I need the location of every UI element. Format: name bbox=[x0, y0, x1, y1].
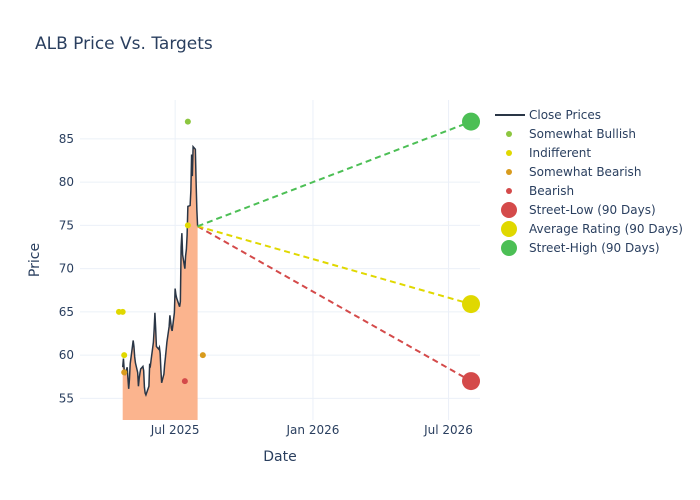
target-lines bbox=[197, 120, 472, 382]
rating-point bbox=[181, 378, 188, 385]
legend-label: Average Rating (90 Days) bbox=[529, 222, 683, 236]
y-tick-label: 75 bbox=[59, 218, 74, 232]
rating-point bbox=[184, 222, 191, 229]
legend-swatch bbox=[506, 188, 512, 194]
legend-swatch bbox=[501, 202, 517, 218]
legend-swatch bbox=[501, 240, 517, 256]
y-axis-title: Price bbox=[27, 243, 43, 277]
rating-points bbox=[115, 118, 206, 385]
line-layer bbox=[121, 144, 199, 397]
y-tick-label: 60 bbox=[59, 348, 74, 362]
rating-point bbox=[121, 352, 128, 359]
rating-point bbox=[119, 308, 126, 315]
legend: Close Prices Somewhat Bullish Indifferent S… bbox=[495, 108, 683, 256]
legend-label: Somewhat Bearish bbox=[529, 165, 641, 179]
y-tick-label: 65 bbox=[59, 305, 74, 319]
y-ticks: 55 60 65 70 75 80 85 bbox=[59, 132, 74, 405]
chart-title: ALB Price Vs. Targets bbox=[35, 34, 213, 54]
y-tick-label: 55 bbox=[59, 391, 74, 405]
x-tick-label: Jan 2026 bbox=[286, 423, 340, 437]
close-price-line bbox=[121, 144, 199, 397]
target-marker bbox=[462, 372, 481, 391]
legend-label: Somewhat Bullish bbox=[529, 127, 636, 141]
y-tick-label: 70 bbox=[59, 262, 74, 276]
y-tick-label: 80 bbox=[59, 175, 74, 189]
target-marker bbox=[462, 295, 481, 314]
target-marker bbox=[462, 112, 481, 131]
x-tick-label: Jul 2025 bbox=[150, 423, 200, 437]
legend-swatch bbox=[506, 150, 512, 156]
rating-point bbox=[184, 118, 191, 125]
x-ticks: Jul 2025 Jan 2026 Jul 2026 bbox=[150, 423, 473, 437]
target-line bbox=[197, 120, 472, 228]
legend-label: Bearish bbox=[529, 184, 574, 198]
legend-label: Street-High (90 Days) bbox=[529, 241, 660, 255]
rating-point bbox=[121, 369, 128, 376]
y-tick-label: 85 bbox=[59, 132, 74, 146]
legend-label: Close Prices bbox=[529, 108, 601, 122]
x-axis-title: Date bbox=[263, 449, 296, 465]
legend-label: Street-Low (90 Days) bbox=[529, 203, 656, 217]
x-tick-label: Jul 2026 bbox=[423, 423, 473, 437]
target-line bbox=[197, 225, 472, 306]
target-markers bbox=[462, 112, 481, 391]
legend-swatch bbox=[506, 169, 512, 175]
close-price-area bbox=[122, 146, 198, 420]
legend-swatch bbox=[506, 131, 512, 137]
target-line bbox=[197, 225, 472, 382]
area-layer bbox=[122, 146, 198, 420]
legend-label: Indifferent bbox=[529, 146, 591, 160]
rating-point bbox=[199, 352, 206, 359]
legend-swatch bbox=[501, 221, 517, 237]
